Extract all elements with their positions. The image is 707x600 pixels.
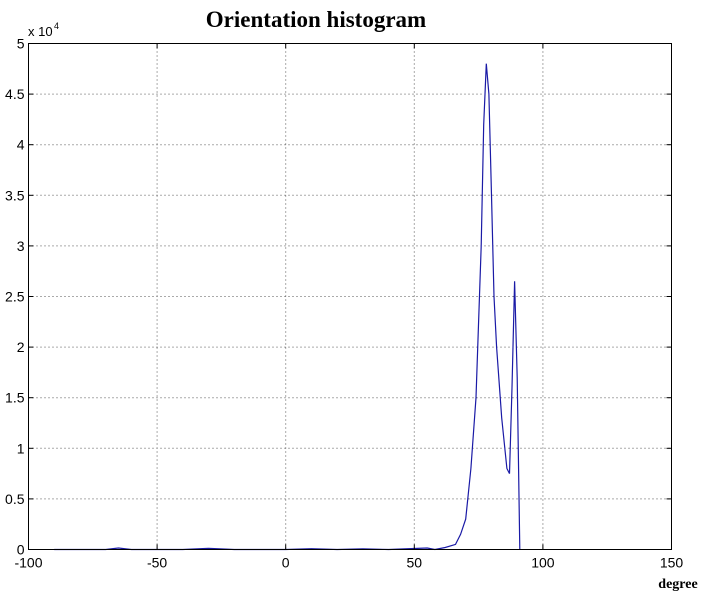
y-multiplier-base: x 10: [28, 24, 53, 39]
y-tick-label: 4.5: [5, 86, 25, 102]
y-multiplier: x 10 4: [28, 21, 59, 39]
y-tick-label: 0: [17, 542, 25, 558]
series-layer: [54, 63, 521, 551]
y-tick-label: 2.5: [5, 289, 25, 305]
y-tick-label: 1: [17, 440, 25, 456]
y-tick-label: 0.5: [5, 491, 25, 507]
axis-ticks: -100 -50 0 50 100 150 0 0.5 1 1.5 2 2.5 3 3.5 4 4.5 5: [5, 36, 683, 571]
x-tick-label: 150: [660, 555, 684, 571]
y-tick-label: 4: [17, 137, 25, 153]
y-tick-label: 3: [17, 238, 25, 254]
x-tick-label: -100: [14, 555, 42, 571]
x-tick-label: 100: [531, 555, 555, 571]
x-axis-label: degree: [658, 577, 697, 592]
chart-title: Orientation histogram: [206, 7, 426, 32]
y-multiplier-exponent: 4: [54, 21, 59, 31]
x-tick-label: 0: [282, 555, 290, 571]
y-tick-label: 5: [17, 36, 25, 52]
x-tick-label: 50: [407, 555, 423, 571]
y-tick-label: 2: [17, 339, 25, 355]
orientation-series-line: [54, 63, 521, 551]
y-tick-label: 1.5: [5, 390, 25, 406]
x-tick-label: -50: [147, 555, 167, 571]
grid-lines: [28, 43, 672, 550]
y-tick-label: 3.5: [5, 187, 25, 203]
